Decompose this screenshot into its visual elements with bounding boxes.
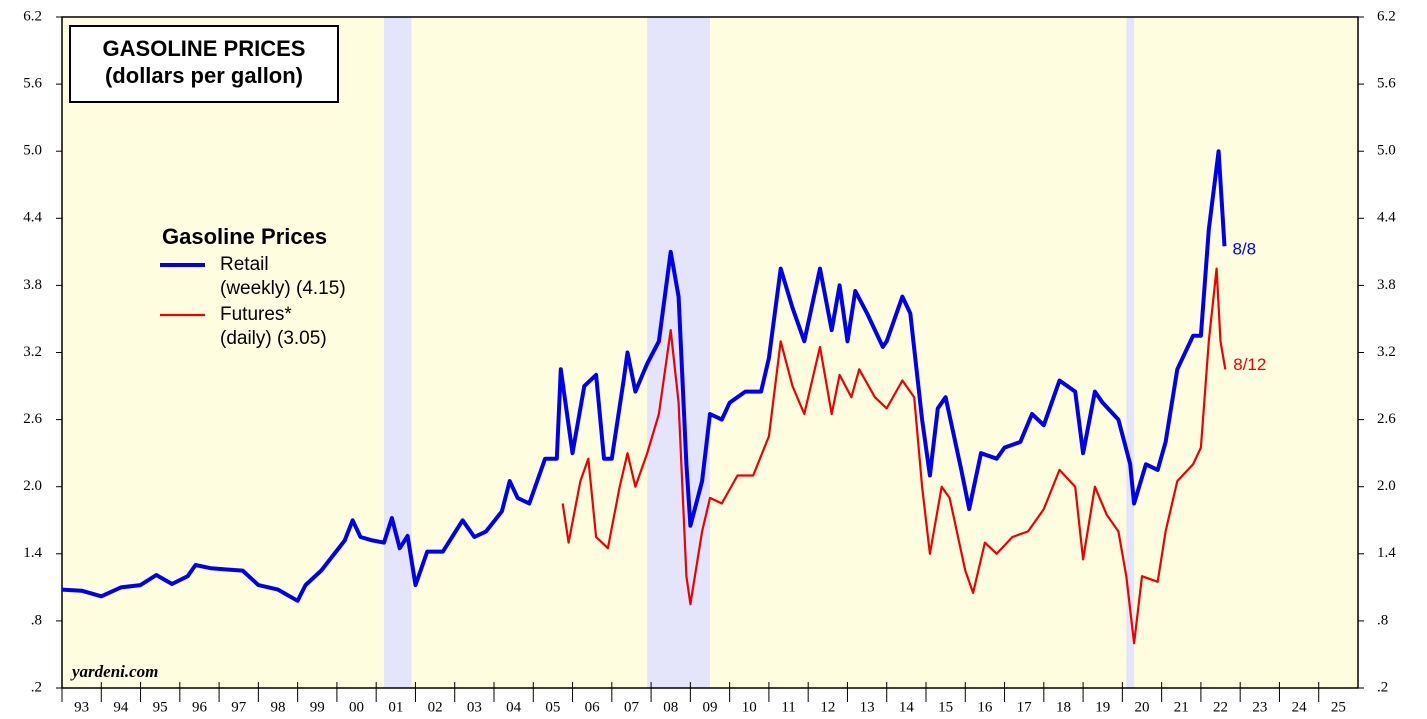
x-tick-label: 17 <box>1017 699 1033 715</box>
y-tick-label: .2 <box>31 679 42 695</box>
legend-label: Futures* <box>220 304 292 325</box>
x-tick-label: 10 <box>742 699 757 715</box>
y2-tick-label: 5.0 <box>1377 143 1396 159</box>
x-tick-label: 19 <box>1095 699 1110 715</box>
x-tick-label: 99 <box>310 699 325 715</box>
y2-tick-label: 5.6 <box>1377 76 1396 92</box>
x-tick-label: 16 <box>977 699 993 715</box>
x-tick-label: 02 <box>428 699 443 715</box>
series-line <box>61 149 1227 603</box>
legend-note: (daily) (3.05) <box>220 328 327 349</box>
x-tick-label: 96 <box>192 699 208 715</box>
legend-title: Gasoline Prices <box>162 224 327 249</box>
x-tick-label: 95 <box>153 699 168 715</box>
x-tick-label: 22 <box>1213 699 1228 715</box>
x-tick-label: 12 <box>820 699 835 715</box>
x-tick-label: 23 <box>1252 699 1267 715</box>
x-tick-label: 15 <box>938 699 953 715</box>
y2-tick-label: .8 <box>1377 612 1388 628</box>
series-line <box>561 267 1227 645</box>
y-tick-label: 1.4 <box>23 545 42 561</box>
y2-tick-label: 2.6 <box>1377 411 1396 427</box>
y-tick-label: 5.0 <box>23 143 42 159</box>
y2-tick-label: 3.2 <box>1377 344 1396 360</box>
recession-band <box>1126 17 1135 688</box>
x-tick-label: 06 <box>585 699 601 715</box>
x-tick-label: 13 <box>860 699 875 715</box>
y-tick-label: 5.6 <box>23 76 42 92</box>
y-tick-label: 3.8 <box>23 277 42 293</box>
y-tick-label: 2.6 <box>23 411 42 427</box>
x-tick-label: 05 <box>545 699 560 715</box>
title-box <box>69 25 339 103</box>
x-tick-label: 98 <box>271 699 286 715</box>
legend-label: Retail <box>220 254 269 275</box>
y-tick-label: 6.2 <box>23 8 42 24</box>
y2-tick-label: 1.4 <box>1377 545 1396 561</box>
x-tick-label: 00 <box>349 699 364 715</box>
chart-title: (dollars per gallon) <box>105 63 303 88</box>
end-label: 8/12 <box>1233 355 1266 374</box>
source: yardeni.com <box>70 662 158 681</box>
x-tick-label: 14 <box>899 699 915 715</box>
x-tick-label: 25 <box>1331 699 1346 715</box>
y-tick-label: 3.2 <box>23 344 42 360</box>
y-tick-label: .8 <box>31 612 42 628</box>
x-tick-label: 93 <box>74 699 89 715</box>
y2-tick-label: 4.4 <box>1377 210 1396 226</box>
x-tick-label: 11 <box>781 699 795 715</box>
y-tick-label: 4.4 <box>23 210 42 226</box>
x-tick-label: 09 <box>703 699 718 715</box>
end-label: 8/8 <box>1232 240 1256 259</box>
x-tick-label: 24 <box>1292 699 1308 715</box>
legend-note: (weekly) (4.15) <box>220 278 346 299</box>
recession-band <box>384 17 412 688</box>
y2-tick-label: 2.0 <box>1377 478 1396 494</box>
x-tick-label: 04 <box>506 699 522 715</box>
y-tick-label: 2.0 <box>23 478 42 494</box>
y2-tick-label: 6.2 <box>1377 8 1396 24</box>
x-tick-label: 18 <box>1056 699 1071 715</box>
x-tick-label: 01 <box>388 699 403 715</box>
y2-tick-label: 3.8 <box>1377 277 1396 293</box>
x-tick-label: 20 <box>1135 699 1150 715</box>
x-tick-label: 94 <box>113 699 129 715</box>
x-tick-label: 08 <box>663 699 678 715</box>
plot-frame <box>61 16 1359 689</box>
x-tick-label: 21 <box>1174 699 1189 715</box>
chart-title: GASOLINE PRICES <box>103 36 306 61</box>
x-tick-label: 03 <box>467 699 482 715</box>
recession-band <box>647 17 710 688</box>
y2-tick-label: .2 <box>1377 679 1388 695</box>
x-tick-label: 97 <box>231 699 247 715</box>
x-tick-label: 07 <box>624 699 640 715</box>
